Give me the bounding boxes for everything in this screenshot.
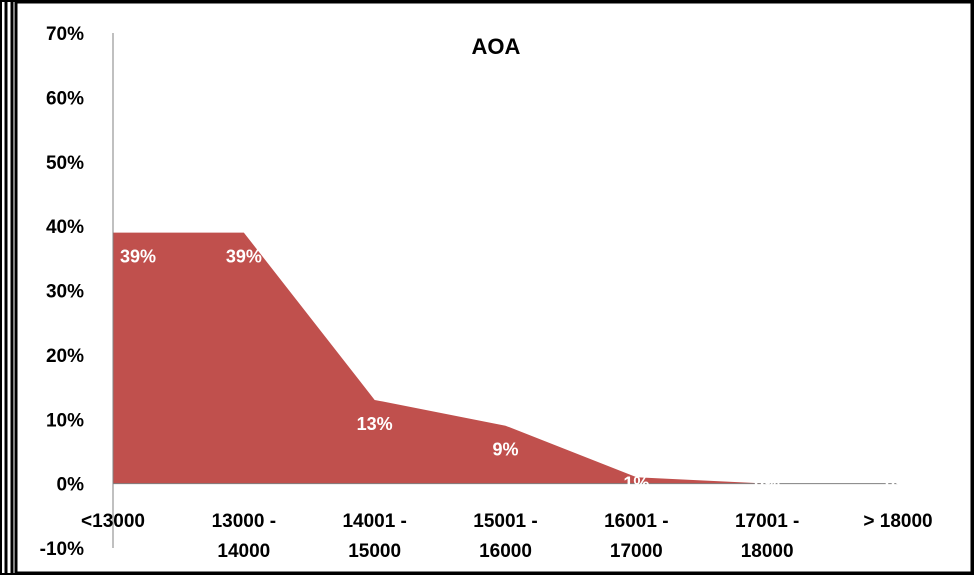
data-label: 9% bbox=[492, 440, 518, 460]
chart-box bbox=[14, 0, 974, 575]
data-label: 0% bbox=[885, 474, 911, 494]
x-tick-label: 16001 -17000 bbox=[604, 511, 668, 562]
x-tick-label: <13000 bbox=[81, 511, 145, 532]
data-label: 39% bbox=[226, 247, 262, 267]
y-tick-label: 40% bbox=[46, 217, 84, 238]
y-tick-label: 70% bbox=[46, 24, 84, 45]
y-tick-label: 20% bbox=[46, 346, 84, 367]
x-tick-label: 14001 -15000 bbox=[342, 511, 406, 562]
data-label: 0% bbox=[754, 474, 780, 494]
y-tick-label: 10% bbox=[46, 410, 84, 431]
area-series bbox=[113, 232, 898, 484]
x-axis: <13000 13000 -14000 14001 -15000 15001 -160… bbox=[81, 483, 933, 562]
data-label: 39% bbox=[120, 247, 156, 267]
data-label: 1% bbox=[623, 474, 649, 494]
y-tick-label: 0% bbox=[57, 475, 85, 496]
data-labels: 39% 39% 13% 9% 1% 0% 0% bbox=[120, 247, 911, 494]
y-tick-label: 30% bbox=[46, 282, 84, 303]
chart-title: AOA bbox=[472, 34, 521, 59]
y-tick-label: -10% bbox=[40, 539, 84, 560]
y-axis: -10% 0% 10% 20% 30% 40% 50% 60% 70% bbox=[40, 24, 114, 560]
x-tick-label: 13000 -14000 bbox=[212, 511, 276, 562]
data-label: 13% bbox=[357, 414, 393, 434]
x-tick-label: 15001 -16000 bbox=[473, 511, 537, 562]
plot-area bbox=[113, 232, 898, 484]
y-tick-label: 60% bbox=[46, 88, 84, 109]
x-tick-label: > 18000 bbox=[863, 511, 932, 532]
y-tick-label: 50% bbox=[46, 153, 84, 174]
x-tick-label: 17001 -18000 bbox=[735, 511, 799, 562]
